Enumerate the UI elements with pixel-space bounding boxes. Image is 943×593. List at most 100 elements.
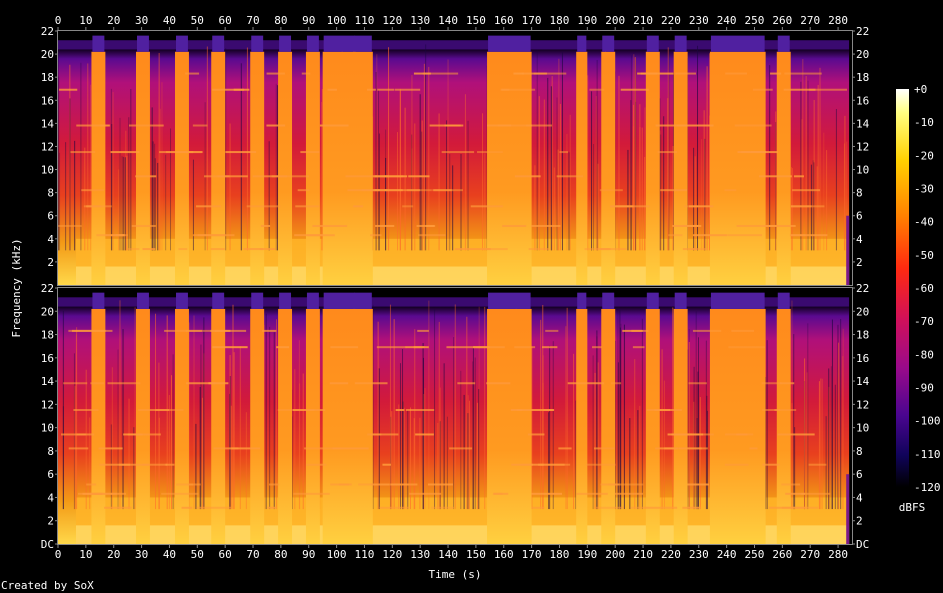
- bright-band: [709, 51, 766, 286]
- colorbar: +0 -10 -20 -30 -40 -50 -60 -70 -80 -90 -100 -110 -12…: [896, 83, 941, 514]
- x-tick-label-bottom: 180: [550, 548, 570, 561]
- x-tick-label-top: 140: [438, 14, 458, 27]
- x-tick-label-top: 40: [163, 14, 176, 27]
- y-tick-label-right: 8: [856, 445, 863, 458]
- y-tick-label-left: 6: [47, 468, 54, 481]
- y-tick-label-left: 10: [41, 164, 54, 177]
- y-tick-label-right: DC: [856, 538, 869, 551]
- colorbar-tick-label: -40: [914, 216, 934, 229]
- y-tick-label-right: 8: [856, 187, 863, 200]
- x-tick-label-top: 210: [633, 14, 653, 27]
- x-tick-label-top: 240: [717, 14, 737, 27]
- y-tick-label-left: 20: [41, 305, 54, 318]
- bright-band: [250, 308, 265, 544]
- x-tick-label-bottom: 150: [466, 548, 486, 561]
- x-tick-label-bottom: 170: [522, 548, 542, 561]
- spectrogram-channel-1: [57, 30, 853, 286]
- x-tick-label-bottom: 140: [438, 548, 458, 561]
- colorbar-gradient: [896, 89, 909, 487]
- colorbar-ticks: +0 -10 -20 -30 -40 -50 -60 -70 -80 -90 -100 -110 -12…: [914, 83, 941, 494]
- y-tick-label-left: DC: [41, 538, 54, 551]
- y-tick-label-right: 4: [856, 491, 863, 504]
- colorbar-tick-label: -90: [914, 382, 934, 395]
- colorbar-tick-label: -30: [914, 183, 934, 196]
- x-axis-label: Time (s): [429, 568, 482, 581]
- x-tick-label-bottom: 120: [382, 548, 402, 561]
- x-tick-label-top: 250: [745, 14, 765, 27]
- y-tick-label-left: 16: [41, 94, 54, 107]
- footer-credit: Created by SoX: [1, 579, 94, 592]
- y-tick-label-left: 8: [47, 445, 54, 458]
- x-tick-label-top: 180: [550, 14, 570, 27]
- x-tick-label-top: 200: [605, 14, 625, 27]
- y-tick-label-left: 4: [47, 233, 54, 246]
- y-tick-label-left: 8: [47, 187, 54, 200]
- bright-band: [278, 308, 293, 544]
- x-tick-label-top: 70: [246, 14, 259, 27]
- bright-band: [91, 308, 106, 544]
- colorbar-tick-label: -70: [914, 315, 934, 328]
- colorbar-tick-label: -50: [914, 249, 934, 262]
- bright-band: [673, 308, 688, 544]
- colorbar-tick-label: -100: [914, 415, 941, 428]
- x-tick-label-top: 10: [79, 14, 92, 27]
- y-tick-label-left: 20: [41, 48, 54, 61]
- x-tick-label-bottom: 110: [355, 548, 375, 561]
- bright-band: [576, 51, 588, 286]
- bright-band: [305, 51, 320, 286]
- x-tick-label-bottom: 200: [605, 548, 625, 561]
- y-tick-label-right: 6: [856, 210, 863, 223]
- x-tick-label-top: 90: [302, 14, 315, 27]
- y-tick-label-left: 18: [41, 329, 54, 342]
- y-tick-label-left: 12: [41, 398, 54, 411]
- y-tick-label-right: 2: [856, 515, 863, 528]
- y-tick-label-right: 12: [856, 398, 869, 411]
- bright-band: [353, 308, 373, 544]
- colorbar-tick-label: -80: [914, 348, 934, 361]
- y-tick-label-right: 20: [856, 305, 869, 318]
- x-tick-label-top: 220: [661, 14, 681, 27]
- x-tick-label-top: 150: [466, 14, 486, 27]
- y-tick-label-left: 6: [47, 210, 54, 223]
- bright-band: [250, 51, 265, 286]
- x-tick-label-bottom: 270: [800, 548, 820, 561]
- colorbar-tick-label: -110: [914, 448, 941, 461]
- bright-band: [576, 308, 588, 544]
- y-tick-label-left: 14: [41, 117, 55, 130]
- bright-band: [645, 51, 660, 286]
- x-tick-label-bottom: 130: [410, 548, 430, 561]
- y-tick-label-right: 18: [856, 329, 869, 342]
- bright-band: [322, 308, 357, 544]
- x-tick-label-top: 260: [772, 14, 792, 27]
- y-axis-label: Frequency (kHz): [10, 238, 23, 337]
- x-tick-label-bottom: 220: [661, 548, 681, 561]
- colorbar-tick-label: -20: [914, 149, 934, 162]
- y-tick-label-right: 12: [856, 140, 869, 153]
- x-tick-label-bottom: 70: [246, 548, 259, 561]
- y-tick-label-right: 20: [856, 48, 869, 61]
- x-tick-label-top: 30: [135, 14, 148, 27]
- bright-band: [776, 51, 791, 286]
- y-tick-label-right: 16: [856, 94, 869, 107]
- bright-band: [322, 51, 357, 286]
- bright-band: [211, 51, 226, 286]
- x-tick-label-bottom: 230: [689, 548, 709, 561]
- y-tick-label-left: 14: [41, 375, 55, 388]
- x-tick-label-bottom: 160: [494, 548, 514, 561]
- bright-band: [709, 308, 766, 544]
- x-tick-label-top: 100: [327, 14, 347, 27]
- y-tick-label-right: 10: [856, 422, 869, 435]
- x-tick-label-top: 20: [107, 14, 120, 27]
- x-tick-label-bottom: 10: [79, 548, 92, 561]
- y-tick-label-left: 10: [41, 422, 54, 435]
- x-tick-label-bottom: 40: [163, 548, 176, 561]
- x-tick-label-bottom: 30: [135, 548, 148, 561]
- x-tick-label-top: 60: [219, 14, 232, 27]
- bright-band: [175, 51, 189, 286]
- x-tick-label-top: 110: [355, 14, 375, 27]
- bright-band: [211, 308, 226, 544]
- x-tick-label-top: 280: [828, 14, 848, 27]
- x-axis-ticks-top: 0 10 20 30 40 50 60 70 80 90 100 110 120 130 140 150 160…: [55, 14, 848, 31]
